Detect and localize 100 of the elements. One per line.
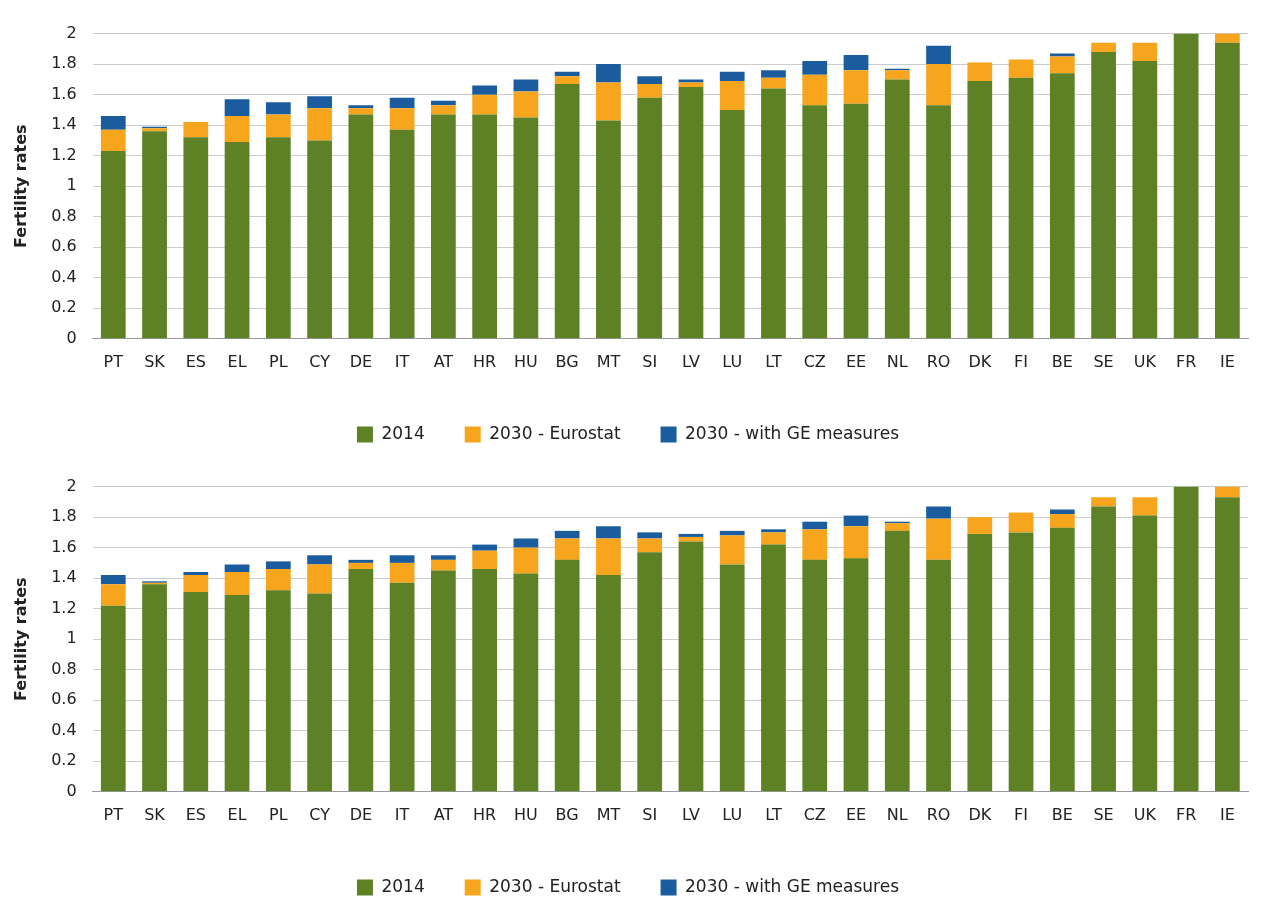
x-tick-label: MT bbox=[596, 804, 621, 824]
y-tick-label: 1.6 bbox=[51, 536, 77, 556]
bar bbox=[472, 94, 498, 115]
bar bbox=[719, 535, 745, 565]
bar bbox=[761, 544, 786, 792]
bar bbox=[307, 108, 332, 141]
bar bbox=[183, 591, 209, 792]
x-tick-label: HR bbox=[473, 804, 497, 824]
x-tick-label: CZ bbox=[803, 351, 826, 371]
bar bbox=[472, 544, 498, 551]
bar bbox=[513, 573, 539, 792]
x-tick-label: EL bbox=[227, 804, 247, 824]
bar bbox=[1173, 486, 1199, 792]
x-tick-label: LV bbox=[681, 804, 701, 824]
y-tick-label: 2 bbox=[66, 22, 77, 42]
bar bbox=[843, 70, 869, 104]
x-tick-label: EE bbox=[845, 351, 867, 371]
legend-label: 2030 - with GE measures bbox=[685, 422, 900, 443]
bar bbox=[348, 105, 374, 109]
bar bbox=[843, 54, 869, 71]
bar bbox=[637, 552, 663, 792]
bar bbox=[431, 555, 456, 560]
x-tick-label: ES bbox=[185, 351, 206, 371]
x-tick-label: LT bbox=[765, 351, 782, 371]
x-tick-label: SE bbox=[1093, 351, 1114, 371]
x-tick-label: NL bbox=[886, 804, 908, 824]
bar bbox=[637, 532, 663, 539]
bar bbox=[843, 526, 869, 559]
bar bbox=[513, 117, 539, 339]
x-tick-label: EE bbox=[845, 804, 867, 824]
bar bbox=[307, 593, 332, 792]
x-tick-label: NL bbox=[886, 351, 908, 371]
bar bbox=[307, 96, 332, 109]
bar bbox=[761, 532, 786, 545]
bar bbox=[389, 97, 415, 109]
bar bbox=[761, 77, 786, 89]
bar bbox=[224, 564, 250, 573]
bar bbox=[224, 116, 250, 142]
bar bbox=[265, 590, 291, 792]
bar bbox=[348, 562, 374, 569]
x-tick-label: HU bbox=[514, 351, 538, 371]
bar bbox=[431, 570, 456, 792]
y-tick-label: 1 bbox=[66, 628, 77, 648]
bar bbox=[843, 103, 869, 339]
bar bbox=[183, 575, 209, 592]
bar bbox=[142, 584, 167, 792]
x-tick-label: HU bbox=[514, 804, 538, 824]
bar bbox=[389, 129, 415, 339]
y-tick-label: 1.2 bbox=[51, 597, 77, 617]
bar bbox=[802, 559, 828, 792]
bar bbox=[472, 550, 498, 569]
bar bbox=[431, 105, 456, 115]
x-tick-label: SI bbox=[642, 804, 658, 824]
bar bbox=[348, 559, 374, 563]
x-tick-label: PL bbox=[269, 351, 288, 371]
bar bbox=[100, 129, 126, 152]
bar bbox=[596, 64, 621, 83]
bar bbox=[1049, 514, 1075, 528]
x-tick-label: LT bbox=[765, 804, 782, 824]
y-tick-label: 0.2 bbox=[51, 297, 77, 317]
bar bbox=[1091, 497, 1116, 507]
bar bbox=[1132, 497, 1158, 516]
y-axis-title: Fertility rates bbox=[10, 124, 30, 248]
x-tick-label: RO bbox=[926, 804, 951, 824]
bar bbox=[1214, 33, 1240, 43]
bar bbox=[926, 64, 951, 106]
bar bbox=[265, 137, 291, 339]
x-tick-label: BE bbox=[1051, 804, 1073, 824]
bar bbox=[1008, 77, 1034, 339]
bar bbox=[100, 605, 126, 792]
bar bbox=[554, 76, 580, 84]
y-tick-label: 0 bbox=[66, 780, 77, 800]
x-tick-label: LU bbox=[722, 351, 743, 371]
bar bbox=[1008, 512, 1034, 533]
bar bbox=[554, 559, 580, 792]
bar bbox=[472, 569, 498, 792]
bar bbox=[348, 108, 374, 115]
bar bbox=[678, 536, 704, 542]
y-tick-label: 0.6 bbox=[51, 689, 77, 709]
bar bbox=[224, 594, 250, 792]
bar bbox=[637, 83, 663, 98]
bar bbox=[183, 122, 209, 138]
x-tick-label: SK bbox=[144, 351, 166, 371]
bar bbox=[554, 83, 580, 339]
x-tick-label: LV bbox=[681, 351, 701, 371]
bar bbox=[967, 62, 993, 81]
bar bbox=[637, 97, 663, 339]
bar bbox=[265, 114, 291, 138]
bar bbox=[389, 108, 415, 130]
bar bbox=[1214, 497, 1240, 792]
bar bbox=[926, 506, 951, 519]
x-tick-label: BG bbox=[555, 804, 579, 824]
bar bbox=[389, 555, 415, 563]
bar bbox=[843, 558, 869, 792]
y-tick-label: 0 bbox=[66, 327, 77, 347]
y-tick-label: 0.4 bbox=[51, 719, 77, 739]
bar bbox=[802, 105, 828, 339]
bar bbox=[307, 555, 332, 565]
bar bbox=[513, 538, 539, 548]
x-tick-label: ES bbox=[185, 804, 206, 824]
